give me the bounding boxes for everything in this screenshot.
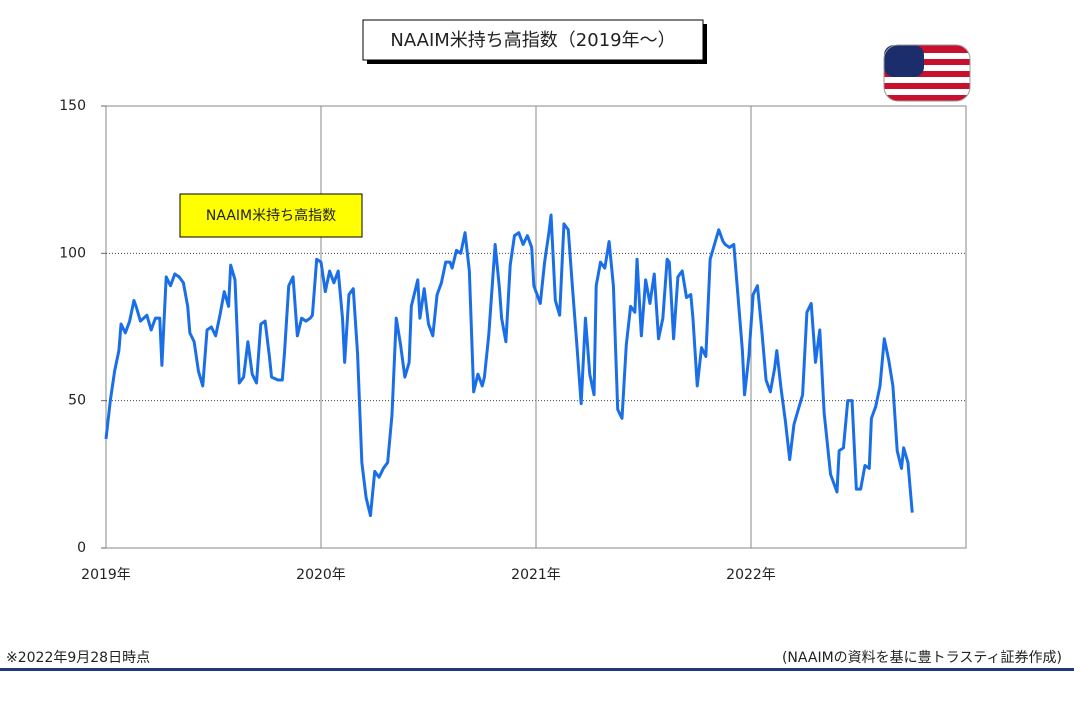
legend-box bbox=[179, 193, 363, 238]
series-line bbox=[104, 213, 914, 518]
footer-rule bbox=[0, 668, 1074, 671]
x-tick-label: 2022年 bbox=[726, 567, 776, 583]
x-tick-label: 2019年 bbox=[81, 567, 131, 583]
y-tick-label: 150 bbox=[59, 98, 86, 114]
legend-label: NAAIM米持ち高指数 bbox=[206, 207, 336, 224]
source-note: (NAAIMの資料を基に豊トラスティ証券作成) bbox=[782, 649, 1062, 666]
chart-title: NAAIM米持ち高指数（2019年～） bbox=[390, 30, 675, 51]
title-box bbox=[362, 19, 704, 61]
flag bbox=[883, 44, 971, 102]
x-tick-label: 2021年 bbox=[511, 567, 561, 583]
y-tick-label: 0 bbox=[77, 540, 86, 556]
footnote: ※2022年9月28日時点 bbox=[6, 650, 150, 666]
x-tick-label: 2020年 bbox=[296, 567, 346, 583]
y-tick-label: 100 bbox=[59, 245, 86, 261]
y-tick-label: 50 bbox=[68, 393, 86, 409]
